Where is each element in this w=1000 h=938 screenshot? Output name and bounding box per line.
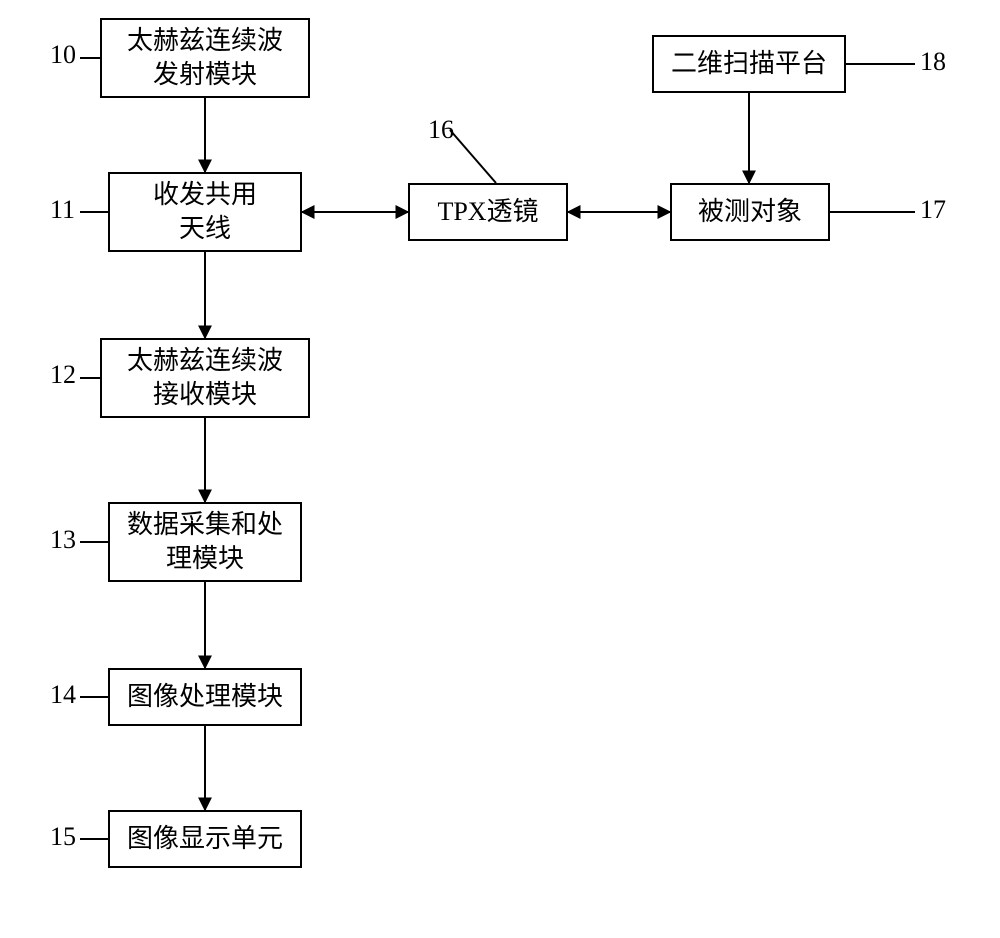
ref-label-13: 13 [50, 525, 76, 555]
ref-label-15: 15 [50, 822, 76, 852]
flowchart-node-n10: 太赫兹连续波发射模块 [100, 18, 310, 98]
ref-label-16: 16 [428, 115, 454, 145]
flowchart-node-n12: 太赫兹连续波接收模块 [100, 338, 310, 418]
flowchart-node-n17: 被测对象 [670, 183, 830, 241]
node-label: 太赫兹连续波发射模块 [127, 24, 283, 92]
node-label: 二维扫描平台 [671, 47, 827, 81]
flowchart-node-n15: 图像显示单元 [108, 810, 302, 868]
node-label: 图像显示单元 [127, 822, 283, 856]
node-label: 数据采集和处理模块 [127, 508, 283, 576]
node-label: 太赫兹连续波接收模块 [127, 344, 283, 412]
edge-layer [0, 0, 1000, 938]
node-label: TPX透镜 [437, 195, 538, 229]
edge [450, 130, 496, 183]
flowchart-node-n16: TPX透镜 [408, 183, 568, 241]
ref-label-17: 17 [920, 195, 946, 225]
node-label: 图像处理模块 [127, 680, 283, 714]
ref-label-10: 10 [50, 40, 76, 70]
flowchart-node-n11: 收发共用天线 [108, 172, 302, 252]
ref-label-18: 18 [920, 47, 946, 77]
flowchart-node-n13: 数据采集和处理模块 [108, 502, 302, 582]
flowchart-node-n14: 图像处理模块 [108, 668, 302, 726]
ref-label-14: 14 [50, 680, 76, 710]
node-label: 收发共用天线 [153, 178, 257, 246]
ref-label-12: 12 [50, 360, 76, 390]
ref-label-11: 11 [50, 195, 75, 225]
flowchart-node-n18: 二维扫描平台 [652, 35, 846, 93]
node-label: 被测对象 [698, 195, 802, 229]
